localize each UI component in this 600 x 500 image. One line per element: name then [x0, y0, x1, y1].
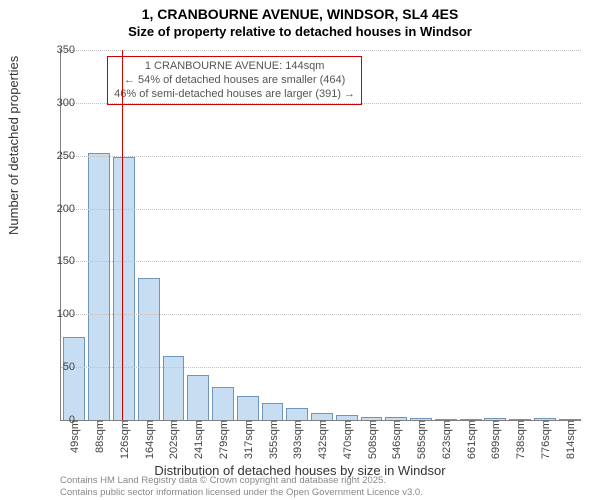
ytick-label: 150: [57, 255, 75, 267]
bar: [311, 413, 333, 420]
xtick-label: 814sqm: [561, 420, 577, 459]
attribution: Contains HM Land Registry data © Crown c…: [60, 475, 423, 498]
gridline: [61, 314, 581, 315]
xtick-label: 88sqm: [90, 420, 106, 453]
bar-slot: 393sqm: [284, 50, 309, 420]
annotation-box: 1 CRANBOURNE AVENUE: 144sqm ← 54% of det…: [107, 56, 362, 105]
annotation-line-1: 1 CRANBOURNE AVENUE: 144sqm: [114, 60, 355, 74]
bar: [286, 408, 308, 420]
xtick-label: 241sqm: [189, 420, 205, 459]
bar-slot: 470sqm: [333, 50, 358, 420]
ytick-label: 0: [69, 414, 75, 426]
annotation-line-2: ← 54% of detached houses are smaller (46…: [114, 74, 355, 88]
annotation-line-3: 46% of semi-detached houses are larger (…: [114, 88, 355, 102]
xtick-label: 585sqm: [412, 420, 428, 459]
bars-group: 49sqm88sqm126sqm164sqm202sqm241sqm279sqm…: [61, 50, 581, 420]
xtick-label: 317sqm: [239, 420, 255, 459]
gridline: [61, 50, 581, 51]
bar: [88, 153, 110, 420]
xtick-label: 432sqm: [313, 420, 329, 459]
gridline: [61, 156, 581, 157]
xtick-label: 202sqm: [164, 420, 180, 459]
bar-slot: 355sqm: [259, 50, 284, 420]
gridline: [61, 261, 581, 262]
xtick-label: 470sqm: [338, 420, 354, 459]
xtick-label: 546sqm: [387, 420, 403, 459]
xtick-label: 279sqm: [214, 420, 230, 459]
ytick-label: 300: [57, 97, 75, 109]
attribution-line-2: Contains public sector information licen…: [60, 487, 423, 498]
attribution-line-1: Contains HM Land Registry data © Crown c…: [60, 475, 423, 486]
chart-container: 1, CRANBOURNE AVENUE, WINDSOR, SL4 4ES S…: [0, 0, 600, 500]
xtick-label: 508sqm: [363, 420, 379, 459]
ytick-label: 100: [57, 308, 75, 320]
bar: [138, 278, 160, 420]
bar-slot: 164sqm: [135, 50, 160, 420]
bar-slot: 776sqm: [532, 50, 557, 420]
bar-slot: 699sqm: [482, 50, 507, 420]
ytick-label: 350: [57, 44, 75, 56]
bar-slot: 88sqm: [86, 50, 111, 420]
bar: [212, 387, 234, 420]
xtick-label: 355sqm: [264, 420, 280, 459]
bar: [237, 396, 259, 420]
ytick-label: 250: [57, 150, 75, 162]
ytick-label: 200: [57, 203, 75, 215]
bar-slot: 508sqm: [358, 50, 383, 420]
bar-slot: 317sqm: [234, 50, 259, 420]
bar-slot: 546sqm: [383, 50, 408, 420]
gridline: [61, 209, 581, 210]
bar: [262, 403, 284, 420]
bar: [113, 157, 135, 420]
bar-slot: 241sqm: [185, 50, 210, 420]
ytick-label: 50: [63, 361, 75, 373]
xtick-label: 738sqm: [511, 420, 527, 459]
xtick-label: 126sqm: [115, 420, 131, 459]
gridline: [61, 367, 581, 368]
chart-title: 1, CRANBOURNE AVENUE, WINDSOR, SL4 4ES: [0, 6, 600, 22]
bar: [187, 375, 209, 420]
chart-subtitle: Size of property relative to detached ho…: [0, 24, 600, 39]
bar: [163, 356, 185, 420]
bar-slot: 661sqm: [457, 50, 482, 420]
xtick-label: 661sqm: [462, 420, 478, 459]
bar-slot: 432sqm: [309, 50, 334, 420]
reference-line: [122, 50, 123, 420]
plot-area: 49sqm88sqm126sqm164sqm202sqm241sqm279sqm…: [60, 50, 581, 421]
xtick-label: 164sqm: [140, 420, 156, 459]
bar-slot: 585sqm: [408, 50, 433, 420]
bar: [63, 337, 85, 420]
bar-slot: 623sqm: [432, 50, 457, 420]
xtick-label: 623sqm: [437, 420, 453, 459]
bar-slot: 279sqm: [210, 50, 235, 420]
bar-slot: 202sqm: [160, 50, 185, 420]
y-axis-label: Number of detached properties: [6, 56, 21, 235]
xtick-label: 699sqm: [486, 420, 502, 459]
xtick-label: 776sqm: [536, 420, 552, 459]
xtick-label: 393sqm: [288, 420, 304, 459]
bar-slot: 738sqm: [507, 50, 532, 420]
bar-slot: 814sqm: [556, 50, 581, 420]
gridline: [61, 103, 581, 104]
